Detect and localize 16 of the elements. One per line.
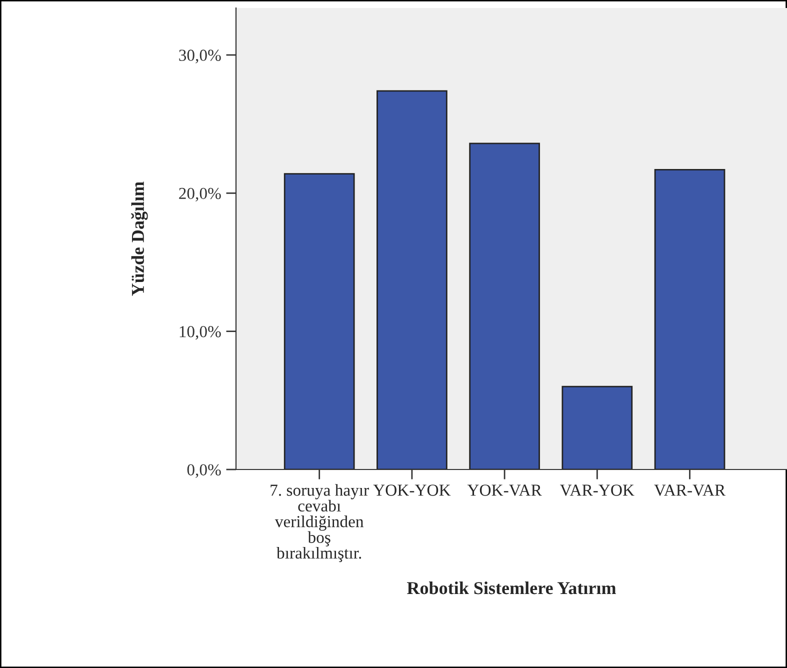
- y-tick-label: 20,0%: [179, 188, 221, 202]
- bar: [562, 386, 633, 470]
- x-tick-label: 7. soruya hayır cevabı verildiğinden boş bırakılmıştır.: [270, 484, 369, 562]
- bar: [376, 90, 448, 470]
- x-axis-title: Robotik Sistemlere Yatırım: [407, 582, 616, 594]
- y-axis-title: Yüzde Dağılım: [131, 182, 148, 296]
- bar: [284, 173, 355, 470]
- y-tick-label: 0,0%: [187, 464, 221, 478]
- bar: [654, 168, 726, 470]
- bar: [469, 142, 540, 470]
- x-tick-label: VAR-VAR: [654, 484, 726, 496]
- x-tick-label: VAR-YOK: [560, 484, 634, 496]
- y-tick-label: 10,0%: [180, 326, 221, 340]
- x-tick-label: YOK-VAR: [467, 484, 542, 496]
- y-tick-label: 30,0%: [179, 50, 221, 64]
- x-tick-label: YOK-YOK: [373, 484, 451, 496]
